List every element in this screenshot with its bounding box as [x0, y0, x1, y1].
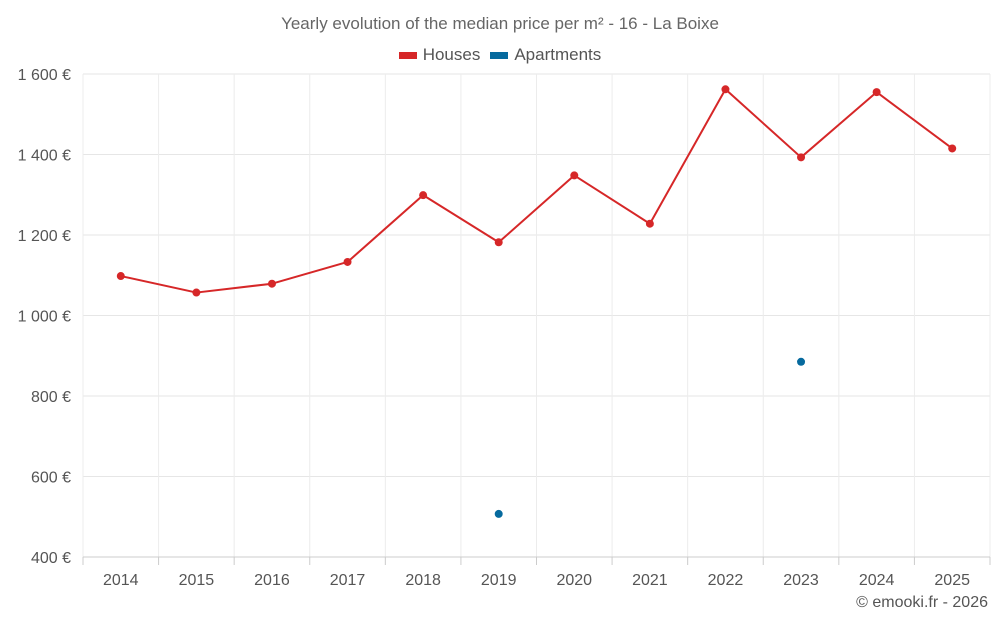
- credit: © emooki.fr - 2026: [856, 594, 988, 611]
- x-tick-label: 2016: [254, 572, 290, 589]
- data-point-houses: [419, 191, 428, 200]
- legend: Houses Apartments: [0, 45, 1000, 65]
- data-point-apartments: [797, 357, 806, 366]
- x-tick-label: 2022: [708, 572, 744, 589]
- data-point-apartments: [494, 509, 503, 518]
- legend-item-houses[interactable]: Houses: [398, 45, 481, 65]
- data-point-houses: [645, 219, 654, 228]
- y-tick-label: 1 600 €: [18, 67, 71, 84]
- y-tick-label: 1 400 €: [18, 148, 71, 165]
- data-point-houses: [343, 257, 352, 266]
- y-tick-label: 1 000 €: [18, 309, 71, 326]
- legend-item-apartments[interactable]: Apartments: [490, 45, 601, 65]
- data-point-houses: [192, 288, 201, 297]
- legend-swatch-apartments: [490, 51, 509, 59]
- legend-swatch-houses: [398, 51, 417, 59]
- x-tick-label: 2024: [859, 572, 895, 589]
- data-point-houses: [721, 85, 730, 94]
- x-tick-label: 2025: [934, 572, 970, 589]
- y-tick-label: 800 €: [31, 389, 71, 406]
- chart-title: Yearly evolution of the median price per…: [281, 14, 719, 33]
- x-tick-label: 2017: [330, 572, 366, 589]
- x-tick-label: 2019: [481, 572, 517, 589]
- legend-label-houses: Houses: [422, 45, 481, 64]
- x-tick-label: 2020: [556, 572, 592, 589]
- series-line-houses: [120, 88, 953, 294]
- legend-label-apartments: Apartments: [514, 45, 602, 64]
- data-point-houses: [116, 272, 125, 281]
- y-tick-label: 600 €: [31, 470, 71, 487]
- data-point-houses: [570, 171, 579, 180]
- x-tick-label: 2014: [103, 572, 139, 589]
- data-point-houses: [267, 279, 276, 288]
- data-point-houses: [494, 238, 503, 247]
- data-point-houses: [872, 88, 881, 97]
- x-tick-label: 2021: [632, 572, 668, 589]
- data-point-houses: [797, 153, 806, 162]
- x-tick-label: 2018: [405, 572, 441, 589]
- x-tick-label: 2023: [783, 572, 819, 589]
- x-tick-label: 2015: [179, 572, 215, 589]
- y-tick-label: 400 €: [31, 550, 71, 567]
- data-point-houses: [948, 144, 957, 153]
- y-tick-label: 1 200 €: [18, 228, 71, 245]
